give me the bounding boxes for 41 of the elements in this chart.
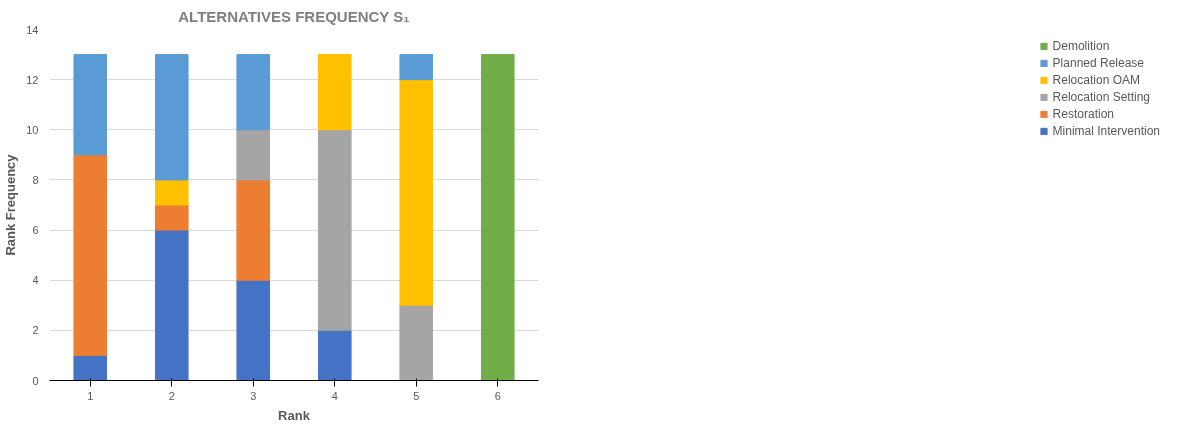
x-tick-label: 2 [168, 389, 175, 402]
y-tick-label: 12 [26, 73, 39, 86]
legend-label: Minimal Intervention [1052, 124, 1160, 138]
bar [236, 129, 271, 181]
x-tick-label: 6 [494, 389, 501, 402]
bar [73, 154, 108, 356]
x-tick-label: 4 [331, 389, 338, 402]
y-tick-label: 6 [32, 224, 39, 237]
bar [236, 179, 271, 281]
bar [154, 54, 189, 181]
y-axis-title: Rank Frequency [3, 153, 19, 256]
x-tick-label: 5 [413, 389, 420, 402]
y-tick-label: 0 [32, 374, 39, 387]
bar [399, 304, 434, 381]
y-tick-label: 14 [26, 23, 39, 36]
bar [317, 54, 352, 131]
bar [154, 204, 189, 231]
bar [480, 54, 515, 381]
legend-label: Planned Release [1052, 56, 1145, 70]
bar [399, 79, 434, 306]
y-tick-label: 2 [32, 324, 39, 337]
y-tick-label: 10 [26, 123, 39, 136]
legend-label: Relocation Setting [1052, 90, 1151, 104]
bar [236, 54, 271, 131]
legend-label: Relocation OAM [1052, 73, 1140, 87]
x-tick-label: 1 [87, 389, 94, 402]
bar [73, 354, 108, 381]
y-tick-label: 8 [32, 173, 39, 186]
bar [317, 329, 352, 381]
bar [154, 179, 189, 206]
bar [73, 54, 108, 156]
bar [399, 54, 434, 81]
chart-title: ALTERNATIVES FREQUENCY S₁ [178, 7, 410, 25]
bar [154, 229, 189, 381]
legend-label: Restoration [1052, 107, 1114, 121]
legend-label: Demolition [1052, 39, 1110, 53]
bar [236, 279, 271, 381]
x-tick-label: 3 [250, 389, 257, 402]
x-axis-title: Rank [278, 407, 311, 423]
bar [317, 129, 352, 331]
y-tick-label: 4 [32, 274, 39, 287]
